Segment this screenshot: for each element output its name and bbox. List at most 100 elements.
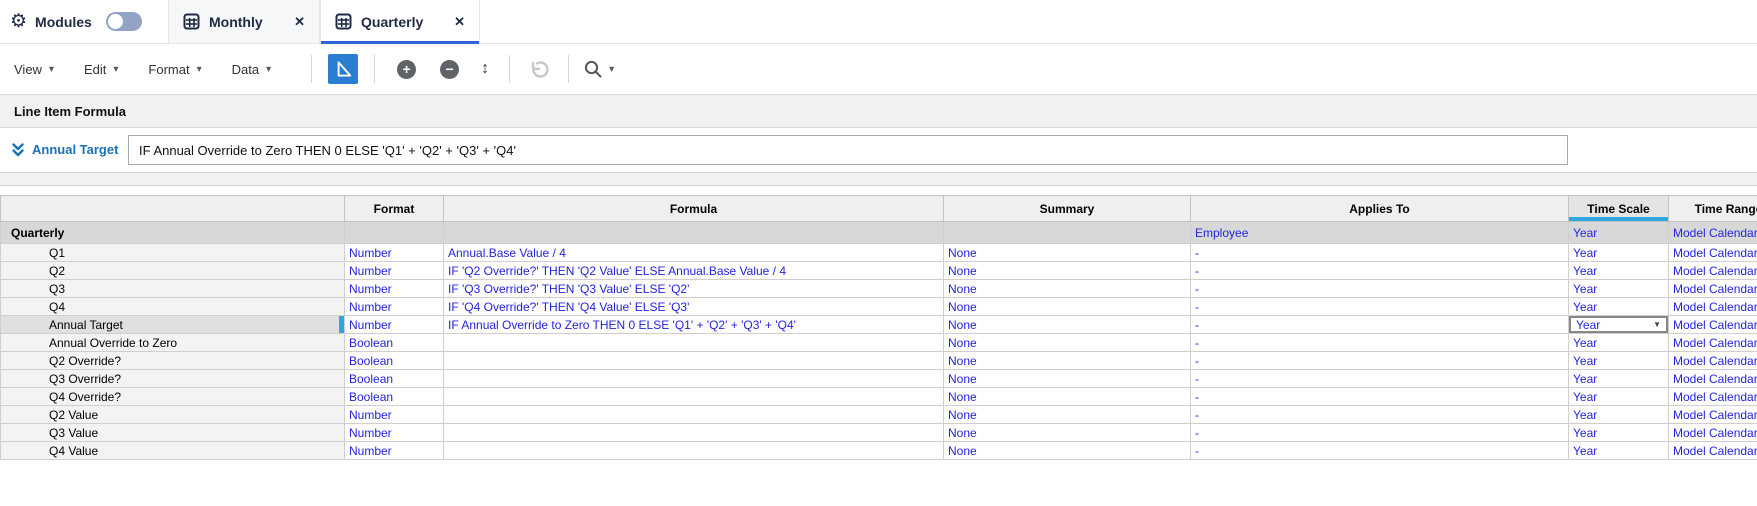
cell-time-scale[interactable]: Year <box>1568 369 1669 388</box>
menu-data[interactable]: Data ▾ <box>231 61 272 77</box>
row-label[interactable]: Q4 Override? <box>0 387 345 406</box>
cell-format[interactable]: Boolean <box>344 369 444 388</box>
undo-icon[interactable] <box>528 58 550 80</box>
cell-format[interactable]: Number <box>344 279 444 298</box>
cell-summary[interactable]: None <box>943 333 1191 352</box>
cell-summary[interactable]: None <box>943 387 1191 406</box>
cell-time-range[interactable]: Model Calendar <box>1668 351 1757 370</box>
cell-time-range[interactable]: Model Calendar <box>1668 315 1757 334</box>
cell-time-scale[interactable]: Year <box>1568 279 1669 298</box>
cell-formula[interactable] <box>443 221 944 244</box>
cell-applies-to[interactable]: - <box>1190 333 1569 352</box>
col-header-time-scale[interactable]: Time Scale <box>1568 195 1669 222</box>
cell-summary[interactable]: None <box>943 351 1191 370</box>
cell-formula[interactable]: Annual.Base Value / 4 <box>443 243 944 262</box>
row-label[interactable]: Q3 <box>0 279 345 298</box>
row-label[interactable]: Q3 Value <box>0 423 345 442</box>
menu-edit[interactable]: Edit ▾ <box>83 61 119 77</box>
close-tab-icon[interactable]: ✕ <box>454 13 465 29</box>
col-header-summary[interactable]: Summary <box>943 195 1191 222</box>
formula-input[interactable] <box>128 135 1568 165</box>
cell-formula[interactable] <box>443 405 944 424</box>
cell-applies-to[interactable]: - <box>1190 387 1569 406</box>
cell-formula[interactable]: IF 'Q2 Override?' THEN 'Q2 Value' ELSE A… <box>443 261 944 280</box>
cell-format[interactable]: Boolean <box>344 351 444 370</box>
cell-time-range[interactable]: Model Calendar <box>1668 405 1757 424</box>
row-label[interactable]: Annual Override to Zero <box>0 333 345 352</box>
cell-time-range[interactable]: Model Calendar <box>1668 369 1757 388</box>
col-header-applies-to[interactable]: Applies To <box>1190 195 1569 222</box>
tab-monthly[interactable]: Monthly ✕ <box>168 0 320 43</box>
collapse-double-chevron-icon[interactable] <box>10 142 26 158</box>
row-label[interactable]: Q3 Override? <box>0 369 345 388</box>
cell-summary[interactable]: None <box>943 369 1191 388</box>
cell-formula[interactable] <box>443 351 944 370</box>
cell-format[interactable]: Number <box>344 243 444 262</box>
cell-applies-to[interactable]: - <box>1190 369 1569 388</box>
cell-time-range[interactable]: Model Calendar <box>1668 221 1757 244</box>
cell-time-scale[interactable]: Year <box>1568 297 1669 316</box>
cell-time-scale[interactable]: Year <box>1568 333 1669 352</box>
cell-time-range[interactable]: Model Calendar <box>1668 297 1757 316</box>
col-header-rowlabels[interactable] <box>0 195 345 222</box>
cell-applies-to[interactable]: - <box>1190 405 1569 424</box>
cell-applies-to[interactable]: - <box>1190 279 1569 298</box>
cell-applies-to[interactable]: - <box>1190 351 1569 370</box>
row-label[interactable]: Q1 <box>0 243 345 262</box>
row-label[interactable]: Q2 <box>0 261 345 280</box>
cell-time-scale[interactable]: Year <box>1568 351 1669 370</box>
cell-time-range[interactable]: Model Calendar <box>1668 423 1757 442</box>
row-label[interactable]: Annual Target <box>0 315 345 334</box>
cell-summary[interactable]: None <box>943 405 1191 424</box>
cell-summary[interactable]: None <box>943 297 1191 316</box>
cell-time-scale[interactable]: Year <box>1568 243 1669 262</box>
search-button[interactable]: ▾ <box>583 59 614 79</box>
cell-time-range[interactable]: Model Calendar <box>1668 441 1757 460</box>
col-header-formula[interactable]: Formula <box>443 195 944 222</box>
cell-applies-to[interactable]: - <box>1190 441 1569 460</box>
cell-formula[interactable] <box>443 387 944 406</box>
cell-time-range[interactable]: Model Calendar <box>1668 279 1757 298</box>
cell-time-range[interactable]: Model Calendar <box>1668 243 1757 262</box>
cell-formula[interactable] <box>443 441 944 460</box>
cell-format[interactable]: Number <box>344 441 444 460</box>
cell-time-scale[interactable]: Year <box>1568 441 1669 460</box>
cell-format[interactable]: Number <box>344 423 444 442</box>
cell-format[interactable]: Boolean <box>344 387 444 406</box>
cell-format[interactable]: Boolean <box>344 333 444 352</box>
menu-view[interactable]: View ▾ <box>14 61 54 77</box>
delete-icon[interactable]: − <box>440 59 460 79</box>
cell-time-scale[interactable]: Year <box>1568 405 1669 424</box>
resize-vertical-icon[interactable]: ↕ <box>481 60 490 77</box>
cell-format[interactable]: Number <box>344 297 444 316</box>
cell-formula[interactable]: IF 'Q4 Override?' THEN 'Q4 Value' ELSE '… <box>443 297 944 316</box>
cell-summary[interactable]: None <box>943 279 1191 298</box>
row-label[interactable]: Q4 <box>0 297 345 316</box>
cell-time-range[interactable]: Model Calendar <box>1668 261 1757 280</box>
cell-applies-to[interactable]: - <box>1190 261 1569 280</box>
row-label[interactable]: Quarterly <box>0 221 345 244</box>
cell-applies-to[interactable]: - <box>1190 423 1569 442</box>
cell-formula[interactable] <box>443 423 944 442</box>
cell-applies-to[interactable]: Employee <box>1190 221 1569 244</box>
cell-summary[interactable]: None <box>943 423 1191 442</box>
cell-applies-to[interactable]: - <box>1190 315 1569 334</box>
cell-time-scale[interactable]: Year <box>1568 387 1669 406</box>
cell-applies-to[interactable]: - <box>1190 297 1569 316</box>
cell-format[interactable]: Number <box>344 315 444 334</box>
modules-toggle[interactable] <box>105 12 142 31</box>
cell-time-range[interactable]: Model Calendar <box>1668 387 1757 406</box>
cell-formula[interactable]: IF 'Q3 Override?' THEN 'Q3 Value' ELSE '… <box>443 279 944 298</box>
cell-applies-to[interactable]: - <box>1190 243 1569 262</box>
col-header-time-range[interactable]: Time Range <box>1668 195 1757 222</box>
blueprint-mode-button[interactable] <box>328 54 359 84</box>
cell-format[interactable]: Number <box>344 405 444 424</box>
cell-formula[interactable]: IF Annual Override to Zero THEN 0 ELSE '… <box>443 315 944 334</box>
close-tab-icon[interactable]: ✕ <box>294 13 305 29</box>
menu-format[interactable]: Format ▾ <box>148 61 202 77</box>
cell-summary[interactable]: None <box>943 261 1191 280</box>
cell-summary[interactable] <box>943 221 1191 244</box>
cell-time-scale[interactable]: Year <box>1568 221 1669 244</box>
gear-icon[interactable]: ⚙ <box>10 11 28 32</box>
insert-icon[interactable]: + <box>397 59 417 79</box>
